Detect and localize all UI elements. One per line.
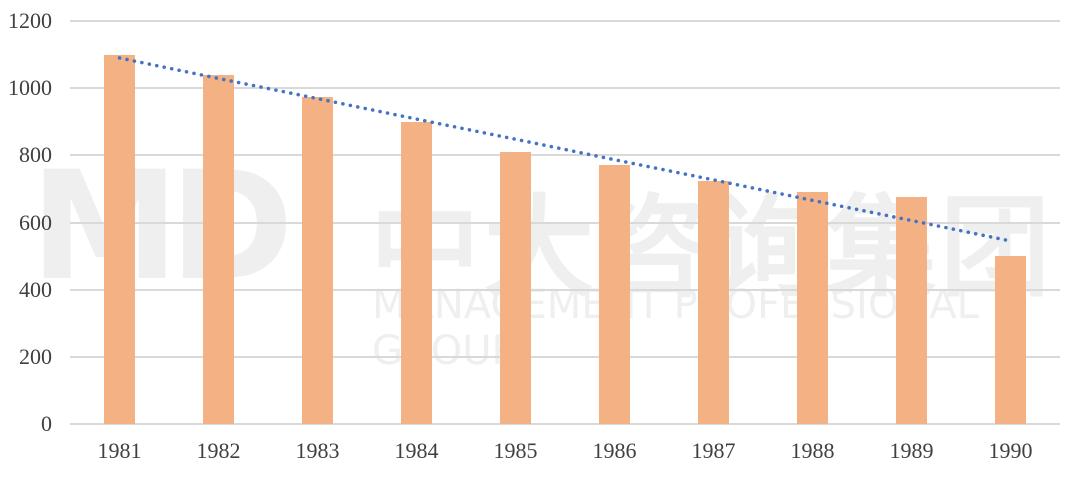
- y-tick-label: 200: [19, 343, 52, 369]
- x-tick-label: 1984: [394, 438, 439, 463]
- x-tick-label: 1982: [196, 438, 241, 463]
- x-tick-label: 1983: [295, 438, 340, 463]
- bar-1982: [203, 74, 234, 424]
- x-tick-label: 1986: [592, 438, 637, 463]
- y-tick-label: 1200: [8, 8, 52, 33]
- x-tick-label: 1989: [889, 438, 934, 463]
- y-tick-label: 800: [19, 142, 52, 168]
- gridline: [70, 355, 1060, 358]
- x-tick-label: 1981: [97, 438, 142, 463]
- y-tick-label: 1000: [8, 75, 52, 101]
- bar-1985: [500, 151, 531, 424]
- gridline: [70, 87, 1060, 90]
- gridline: [70, 154, 1060, 157]
- y-tick-label: 400: [19, 276, 52, 302]
- bar-1986: [599, 165, 630, 424]
- gridline: [70, 423, 1060, 425]
- x-tick-label: 1990: [988, 438, 1033, 463]
- x-tick-label: 1985: [493, 438, 538, 463]
- trendline-path: [117, 56, 1013, 243]
- bar-1983: [302, 96, 333, 424]
- bar-1990: [995, 256, 1026, 424]
- x-tick-label: 1987: [691, 438, 736, 463]
- bar-1989: [896, 197, 927, 424]
- y-tick-label: 600: [19, 209, 52, 235]
- gridline: [70, 221, 1060, 224]
- gridline: [70, 20, 1060, 22]
- bar-1988: [797, 192, 828, 424]
- x-tick-label: 1988: [790, 438, 835, 463]
- y-tick-label: 0: [41, 411, 52, 436]
- gridline: [70, 288, 1060, 291]
- bar-1981: [104, 54, 135, 424]
- bar-1987: [698, 180, 729, 424]
- bar-1984: [401, 121, 432, 424]
